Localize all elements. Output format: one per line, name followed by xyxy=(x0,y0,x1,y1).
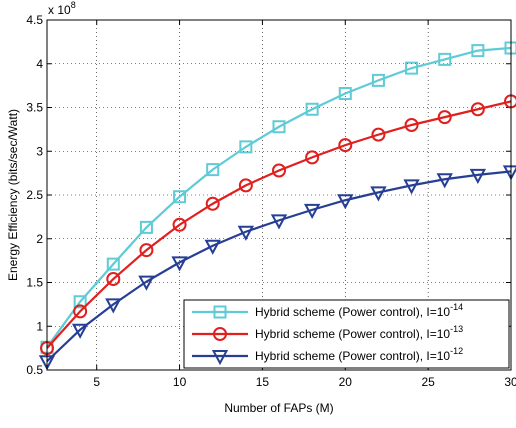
x-tick-label: 10 xyxy=(173,375,187,389)
triangle-down-marker xyxy=(237,225,255,241)
y-tick-label: 3 xyxy=(36,144,43,158)
circle-marker xyxy=(371,127,386,142)
square-marker xyxy=(338,87,352,100)
plot-frame xyxy=(46,19,512,371)
triangle-down-marker xyxy=(370,186,387,202)
y-tick-label: 2.5 xyxy=(26,188,43,202)
square-marker xyxy=(438,52,452,66)
x-tick-label: 25 xyxy=(421,375,435,389)
triangle-down-marker xyxy=(436,173,453,189)
circle-marker xyxy=(338,138,353,153)
legend-label: Hybrid scheme (Power control), I=10-12 xyxy=(255,346,463,363)
legend-label-exponent: -12 xyxy=(450,346,463,356)
triangle-down-marker xyxy=(138,275,155,291)
triangle-down-marker xyxy=(211,350,229,366)
x-axis-label: Number of FAPs (M) xyxy=(224,401,333,415)
series-line xyxy=(46,170,512,363)
square-marker xyxy=(106,257,120,271)
series-layer xyxy=(38,41,516,371)
triangle-down-marker xyxy=(270,214,288,230)
circle-marker xyxy=(213,327,227,341)
triangle-down-marker xyxy=(105,298,122,314)
series-line xyxy=(46,46,512,348)
legend-label-exponent: -13 xyxy=(450,324,463,334)
triangle-down-marker xyxy=(469,168,487,184)
circle-marker xyxy=(305,150,320,165)
circle-marker xyxy=(404,118,419,132)
x-tick-label: 15 xyxy=(256,375,270,389)
y-tick-label: 4.5 xyxy=(26,13,43,27)
square-marker xyxy=(272,120,286,134)
legend-label-text: Hybrid scheme (Power control), I=10 xyxy=(255,349,450,363)
x-tick-label: 30 xyxy=(504,375,516,389)
tick-labels: 5 10 15 20 25 30 0.5 1 1.5 2 2.5 3 3.5 4 4.5 xyxy=(26,13,516,389)
square-marker xyxy=(173,190,187,204)
y-tick-label: 1 xyxy=(36,319,43,333)
y-exponent-base: x 10 xyxy=(48,3,71,17)
y-tick-label: 1.5 xyxy=(26,276,43,290)
square-marker xyxy=(73,295,87,309)
legend: Hybrid scheme (Power control), I=10-14Hy… xyxy=(183,299,510,369)
circle-marker xyxy=(139,243,154,258)
triangle-down-marker xyxy=(303,203,321,219)
square-marker xyxy=(239,140,253,154)
y-exponent-power: 8 xyxy=(71,0,76,10)
square-marker xyxy=(305,102,319,116)
legend-label: Hybrid scheme (Power control), I=10-13 xyxy=(255,324,463,341)
circle-marker xyxy=(470,102,485,117)
y-tick-label: 4 xyxy=(36,57,43,71)
triangle-down-marker xyxy=(71,323,89,339)
square-marker xyxy=(471,44,485,58)
legend-item: Hybrid scheme (Power control), I=10-12 xyxy=(192,346,463,366)
series-2 xyxy=(40,94,516,356)
triangle-down-marker xyxy=(337,194,354,210)
square-marker xyxy=(405,61,419,75)
legend-label: Hybrid scheme (Power control), I=10-14 xyxy=(255,302,463,319)
square-marker xyxy=(139,220,153,234)
legend-label-text: Hybrid scheme (Power control), I=10 xyxy=(255,305,450,319)
y-axis-label: Energy Efficiency (bits/sec/Watt) xyxy=(6,109,20,281)
y-tick-label: 0.5 xyxy=(26,363,43,377)
circle-marker xyxy=(172,217,187,232)
circle-marker xyxy=(205,196,220,211)
series-1 xyxy=(40,41,516,354)
triangle-down-marker xyxy=(403,179,420,195)
legend-item: Hybrid scheme (Power control), I=10-13 xyxy=(192,324,463,341)
y-tick-label: 2 xyxy=(36,232,43,246)
legend-item: Hybrid scheme (Power control), I=10-14 xyxy=(192,302,463,319)
x-tick-label: 20 xyxy=(339,375,353,389)
triangle-down-marker xyxy=(171,256,188,272)
square-marker xyxy=(213,305,227,319)
legend-label-text: Hybrid scheme (Power control), I=10 xyxy=(255,327,450,341)
circle-marker xyxy=(106,272,121,286)
square-marker xyxy=(371,73,385,87)
triangle-down-marker xyxy=(204,239,221,255)
y-tick-label: 3.5 xyxy=(26,101,43,115)
series-line xyxy=(46,100,512,349)
legend-label-exponent: -14 xyxy=(450,302,463,312)
square-marker xyxy=(206,163,220,177)
circle-marker xyxy=(238,178,253,193)
circle-marker xyxy=(272,163,286,178)
y-axis-exponent: x 108 xyxy=(48,0,76,17)
circle-marker xyxy=(73,304,88,319)
x-tick-label: 5 xyxy=(93,375,100,389)
circle-marker xyxy=(437,110,452,125)
